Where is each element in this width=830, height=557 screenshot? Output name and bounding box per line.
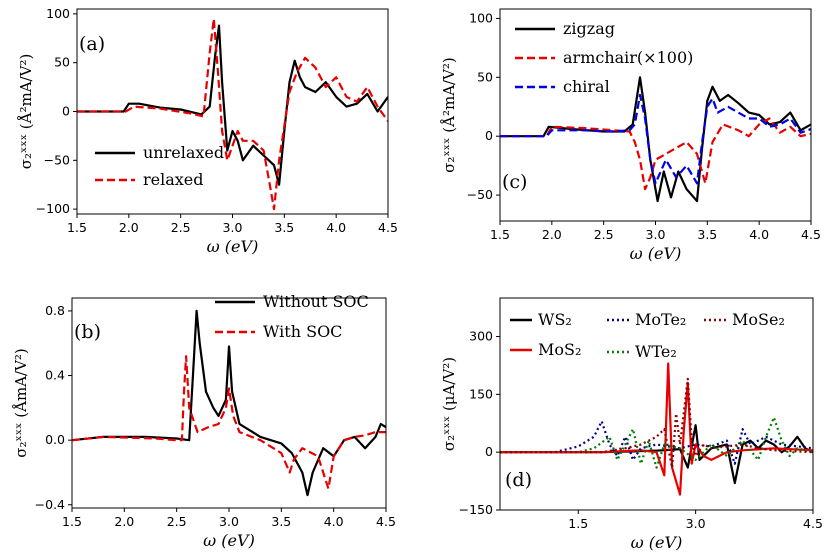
x-tick-label: 3.5 — [697, 227, 717, 242]
x-tick-label: 4.5 — [803, 516, 823, 531]
y-tick-label: −50 — [467, 187, 493, 202]
y-axis-label: σ₂ˣˣˣ (μA/V²) — [440, 357, 458, 451]
series-line-d-3 — [500, 416, 813, 469]
legend-entry-0: unrelaxed — [143, 143, 224, 162]
x-tick-label: 2.5 — [594, 227, 614, 242]
y-axis-label: σ₂ˣˣˣ (Å²mA/V²) — [440, 57, 458, 173]
plot-frame-d — [499, 297, 814, 511]
x-axis-label: ω (eV) — [630, 244, 682, 263]
x-tick-label: 1.5 — [67, 220, 87, 235]
x-tick-label: 1.5 — [62, 514, 82, 529]
x-tick-label: 4.0 — [324, 514, 344, 529]
panel-c: 1.5 2.0 2.5 3.0 3.5 4.0 4.5 100 50 0 −50 ω (eV) σ₂ˣˣ… — [440, 8, 821, 263]
x-tick-label: 2.0 — [542, 227, 562, 242]
series-line-c-1 — [500, 117, 811, 191]
x-tick-label: 2.0 — [114, 514, 134, 529]
series-line-a-1 — [77, 17, 388, 211]
x-axis-label: ω (eV) — [207, 237, 259, 256]
legend-entry-3: WTe₂ — [635, 342, 677, 361]
x-tick-label: 4.5 — [801, 227, 821, 242]
y-tick-label: 300 — [469, 329, 493, 344]
series-line-b-1 — [72, 355, 386, 490]
y-tick-label: 100 — [46, 6, 70, 21]
y-tick-label: −50 — [44, 152, 70, 167]
x-tick-label: 2.5 — [167, 514, 187, 529]
legend-entry-0: Without SOC — [263, 292, 369, 311]
panel-b: 1.5 2.0 2.5 3.0 3.5 4.0 4.5 0.8 0.4 0.0 −0.4 ω (eV)… — [12, 292, 396, 550]
panel-d: 1.5 3.0 4.5 300 150 0 −150 ω (eV) σ₂ˣˣˣ (μA/V²) (… — [440, 297, 823, 552]
legend-entry-2: chiral — [563, 77, 610, 96]
legend-entry-0: zigzag — [563, 19, 615, 38]
y-tick-label: 0 — [485, 444, 493, 459]
panel-label: (a) — [79, 33, 105, 55]
x-tick-label: 1.5 — [568, 516, 588, 531]
legend-entry-0: WS₂ — [538, 310, 572, 329]
x-tick-label: 3.5 — [274, 220, 294, 235]
y-tick-label: 0 — [62, 104, 70, 119]
y-tick-label: 50 — [54, 55, 70, 70]
series-line-d-1 — [500, 362, 813, 496]
x-tick-label: 4.5 — [376, 514, 396, 529]
x-tick-label: 3.0 — [686, 516, 706, 531]
y-tick-label: −0.4 — [35, 497, 65, 512]
series-line-d-2 — [500, 420, 813, 465]
y-axis-label: σ₂ˣˣˣ (ÅmA/V²) — [12, 348, 30, 458]
y-tick-label: 0.4 — [45, 368, 65, 383]
x-axis-label: ω (eV) — [631, 533, 683, 552]
series-line-d-4 — [500, 377, 813, 469]
y-tick-label: 50 — [477, 69, 493, 84]
x-tick-label: 3.0 — [223, 220, 243, 235]
legend-entry-1: MoS₂ — [538, 340, 581, 359]
y-tick-label: 150 — [469, 386, 493, 401]
legend-entry-4: MoSe₂ — [732, 310, 785, 329]
panel-label: (c) — [502, 171, 527, 193]
legend-entry-1: armchair(×100) — [563, 48, 693, 67]
y-tick-label: −100 — [36, 201, 70, 216]
x-tick-label: 3.0 — [646, 227, 666, 242]
legend-entry-1: relaxed — [143, 170, 204, 189]
legend-entry-2: MoTe₂ — [635, 310, 686, 329]
series-line-c-2 — [500, 93, 811, 185]
x-tick-label: 4.5 — [378, 220, 398, 235]
y-tick-label: 0.0 — [45, 432, 65, 447]
panel-a: 1.5 2.0 2.5 3.0 3.5 4.0 4.5 100 50 0 −50 −100 ω (eV)… — [17, 6, 398, 256]
y-tick-label: 100 — [469, 10, 493, 25]
panel-label: (b) — [74, 321, 101, 343]
panel-label: (d) — [505, 469, 532, 491]
x-tick-label: 1.5 — [490, 227, 510, 242]
x-tick-label: 3.5 — [271, 514, 291, 529]
y-axis-label: σ₂ˣˣˣ (Å²mA/V²) — [17, 54, 35, 170]
series-line-a-0 — [77, 24, 388, 186]
x-tick-label: 2.5 — [171, 220, 191, 235]
x-tick-label: 3.0 — [219, 514, 239, 529]
x-tick-label: 4.0 — [326, 220, 346, 235]
y-tick-label: 0 — [485, 128, 493, 143]
x-tick-label: 2.0 — [119, 220, 139, 235]
legend-entry-1: With SOC — [263, 322, 342, 341]
y-tick-label: 0.8 — [45, 303, 65, 318]
x-tick-label: 4.0 — [749, 227, 769, 242]
y-tick-label: −150 — [459, 502, 493, 517]
x-axis-label: ω (eV) — [203, 531, 255, 550]
